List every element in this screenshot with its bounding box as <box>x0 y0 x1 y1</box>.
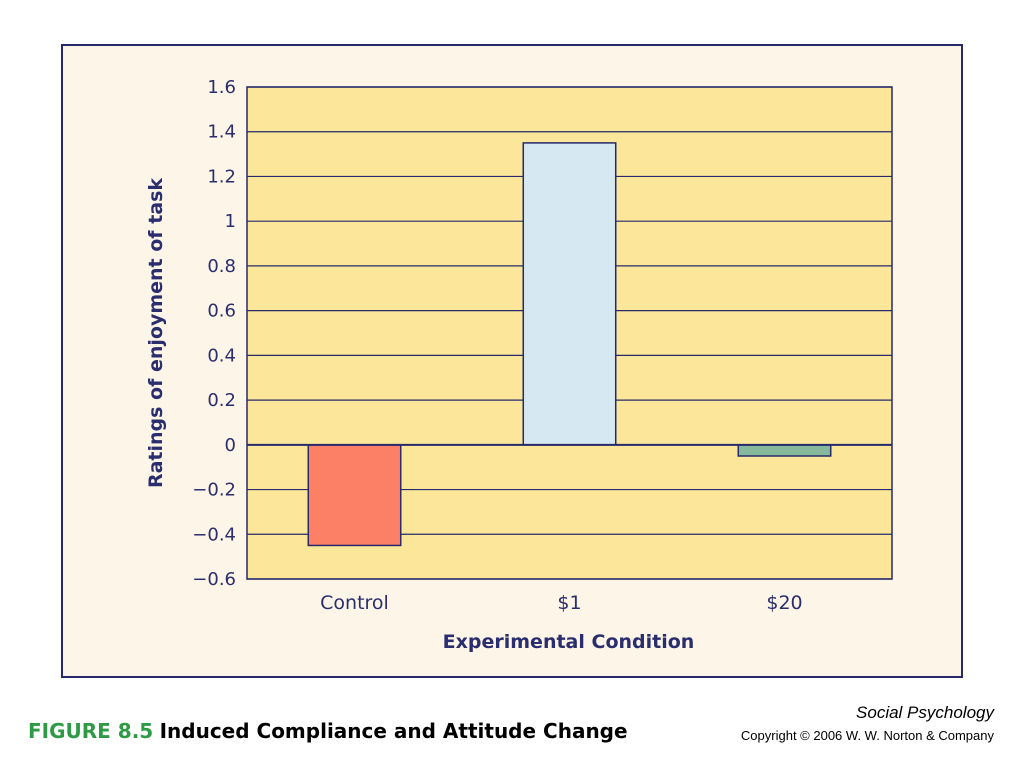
y-tick-label: −0.4 <box>192 524 236 545</box>
figure-caption: FIGURE 8.5 Induced Compliance and Attitu… <box>28 719 628 743</box>
copyright-notice: Copyright © 2006 W. W. Norton & Company <box>740 728 994 743</box>
y-axis-ticks: 1.6 1.4 1.2 1 0.8 0.6 0.4 0.2 0 −0.2 −0.4 −0.6 <box>192 77 236 590</box>
book-title: Social Psychology <box>856 703 994 722</box>
bars <box>307 142 832 547</box>
bar <box>737 444 832 457</box>
y-tick-label: 0 <box>225 435 236 456</box>
y-tick-label: −0.6 <box>192 569 236 590</box>
figure-title: Induced Compliance and Attitude Change <box>159 719 628 743</box>
y-tick-label: 0.6 <box>207 301 236 322</box>
y-axis-title: Ratings of enjoyment of task <box>145 178 167 488</box>
y-tick-label: 0.8 <box>207 256 236 277</box>
x-tick-label: $1 <box>557 592 581 614</box>
y-tick-label: 0.2 <box>207 390 236 411</box>
bar-chart: 1.6 1.4 1.2 1 0.8 0.6 0.4 0.2 0 −0.2 −0.4 −0.6 Cont… <box>145 77 893 653</box>
x-tick-label: Control <box>320 592 389 614</box>
figure-number: FIGURE 8.5 <box>28 719 154 743</box>
y-tick-label: 0.4 <box>207 345 236 366</box>
x-tick-label: $20 <box>766 592 802 614</box>
y-tick-label: 1.6 <box>207 77 236 98</box>
y-tick-label: 1 <box>225 211 236 232</box>
x-axis-ticks: Control $1 $20 <box>320 592 802 614</box>
y-tick-label: −0.2 <box>192 480 236 501</box>
y-tick-label: 1.4 <box>207 122 236 143</box>
x-axis-title: Experimental Condition <box>443 631 695 653</box>
bar <box>522 142 617 446</box>
y-tick-label: 1.2 <box>207 166 236 187</box>
bar <box>307 444 402 547</box>
